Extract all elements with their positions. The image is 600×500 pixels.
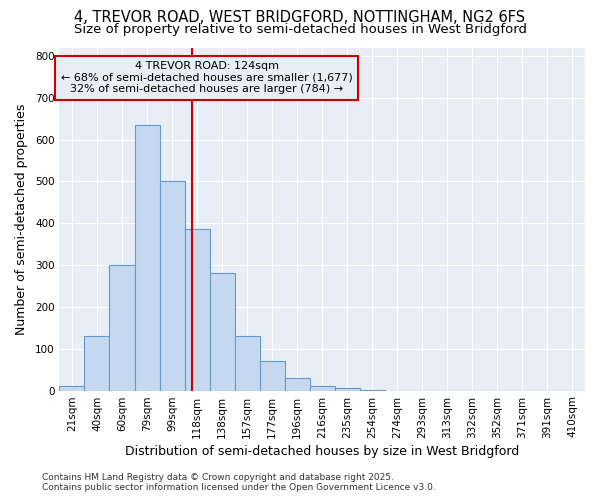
Y-axis label: Number of semi-detached properties: Number of semi-detached properties — [15, 104, 28, 334]
Bar — [85, 336, 109, 390]
X-axis label: Distribution of semi-detached houses by size in West Bridgford: Distribution of semi-detached houses by … — [125, 444, 520, 458]
Bar — [59, 386, 85, 390]
Text: 4, TREVOR ROAD, WEST BRIDGFORD, NOTTINGHAM, NG2 6FS: 4, TREVOR ROAD, WEST BRIDGFORD, NOTTINGH… — [74, 10, 526, 25]
Text: Contains HM Land Registry data © Crown copyright and database right 2025.
Contai: Contains HM Land Registry data © Crown c… — [42, 473, 436, 492]
Bar — [160, 182, 185, 390]
Bar — [134, 125, 160, 390]
Bar — [284, 378, 310, 390]
Bar — [335, 388, 360, 390]
Text: Size of property relative to semi-detached houses in West Bridgford: Size of property relative to semi-detach… — [74, 22, 527, 36]
Text: 4 TREVOR ROAD: 124sqm
← 68% of semi-detached houses are smaller (1,677)
32% of s: 4 TREVOR ROAD: 124sqm ← 68% of semi-deta… — [61, 61, 352, 94]
Bar — [185, 230, 209, 390]
Bar — [310, 386, 335, 390]
Bar — [235, 336, 260, 390]
Bar — [260, 362, 284, 390]
Bar — [109, 265, 134, 390]
Bar — [209, 274, 235, 390]
